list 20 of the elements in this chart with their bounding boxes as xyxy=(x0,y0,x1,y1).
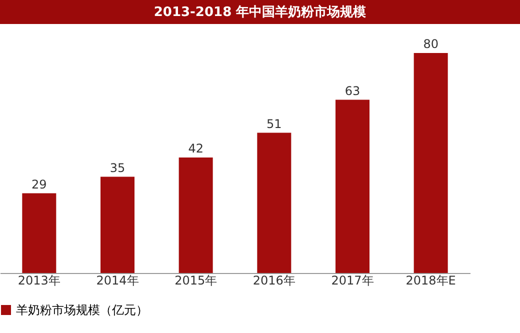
chart-title: 2013-2018 年中国羊奶粉市场规模 xyxy=(154,4,366,20)
bar xyxy=(100,176,134,273)
data-label: 42 xyxy=(188,142,204,156)
x-tick-label: 2014年 xyxy=(96,274,139,288)
bar xyxy=(414,53,448,273)
data-label: 51 xyxy=(266,116,282,131)
bar xyxy=(257,132,292,273)
x-tick-label: 2013年 xyxy=(18,274,60,288)
bar xyxy=(178,158,213,273)
data-label: 80 xyxy=(423,37,438,51)
bar xyxy=(336,100,370,273)
legend-label: 羊奶粉市场规模（亿元） xyxy=(16,303,148,317)
x-tick-label: 2016年 xyxy=(252,274,296,288)
data-label: 29 xyxy=(32,177,47,192)
x-tick-label: 2017年 xyxy=(331,274,374,288)
data-label: 63 xyxy=(344,84,360,98)
x-tick-label: 2018年E xyxy=(406,274,456,288)
x-tick-label: 2015年 xyxy=(174,274,218,288)
data-label: 35 xyxy=(110,160,126,175)
bar xyxy=(22,193,56,273)
